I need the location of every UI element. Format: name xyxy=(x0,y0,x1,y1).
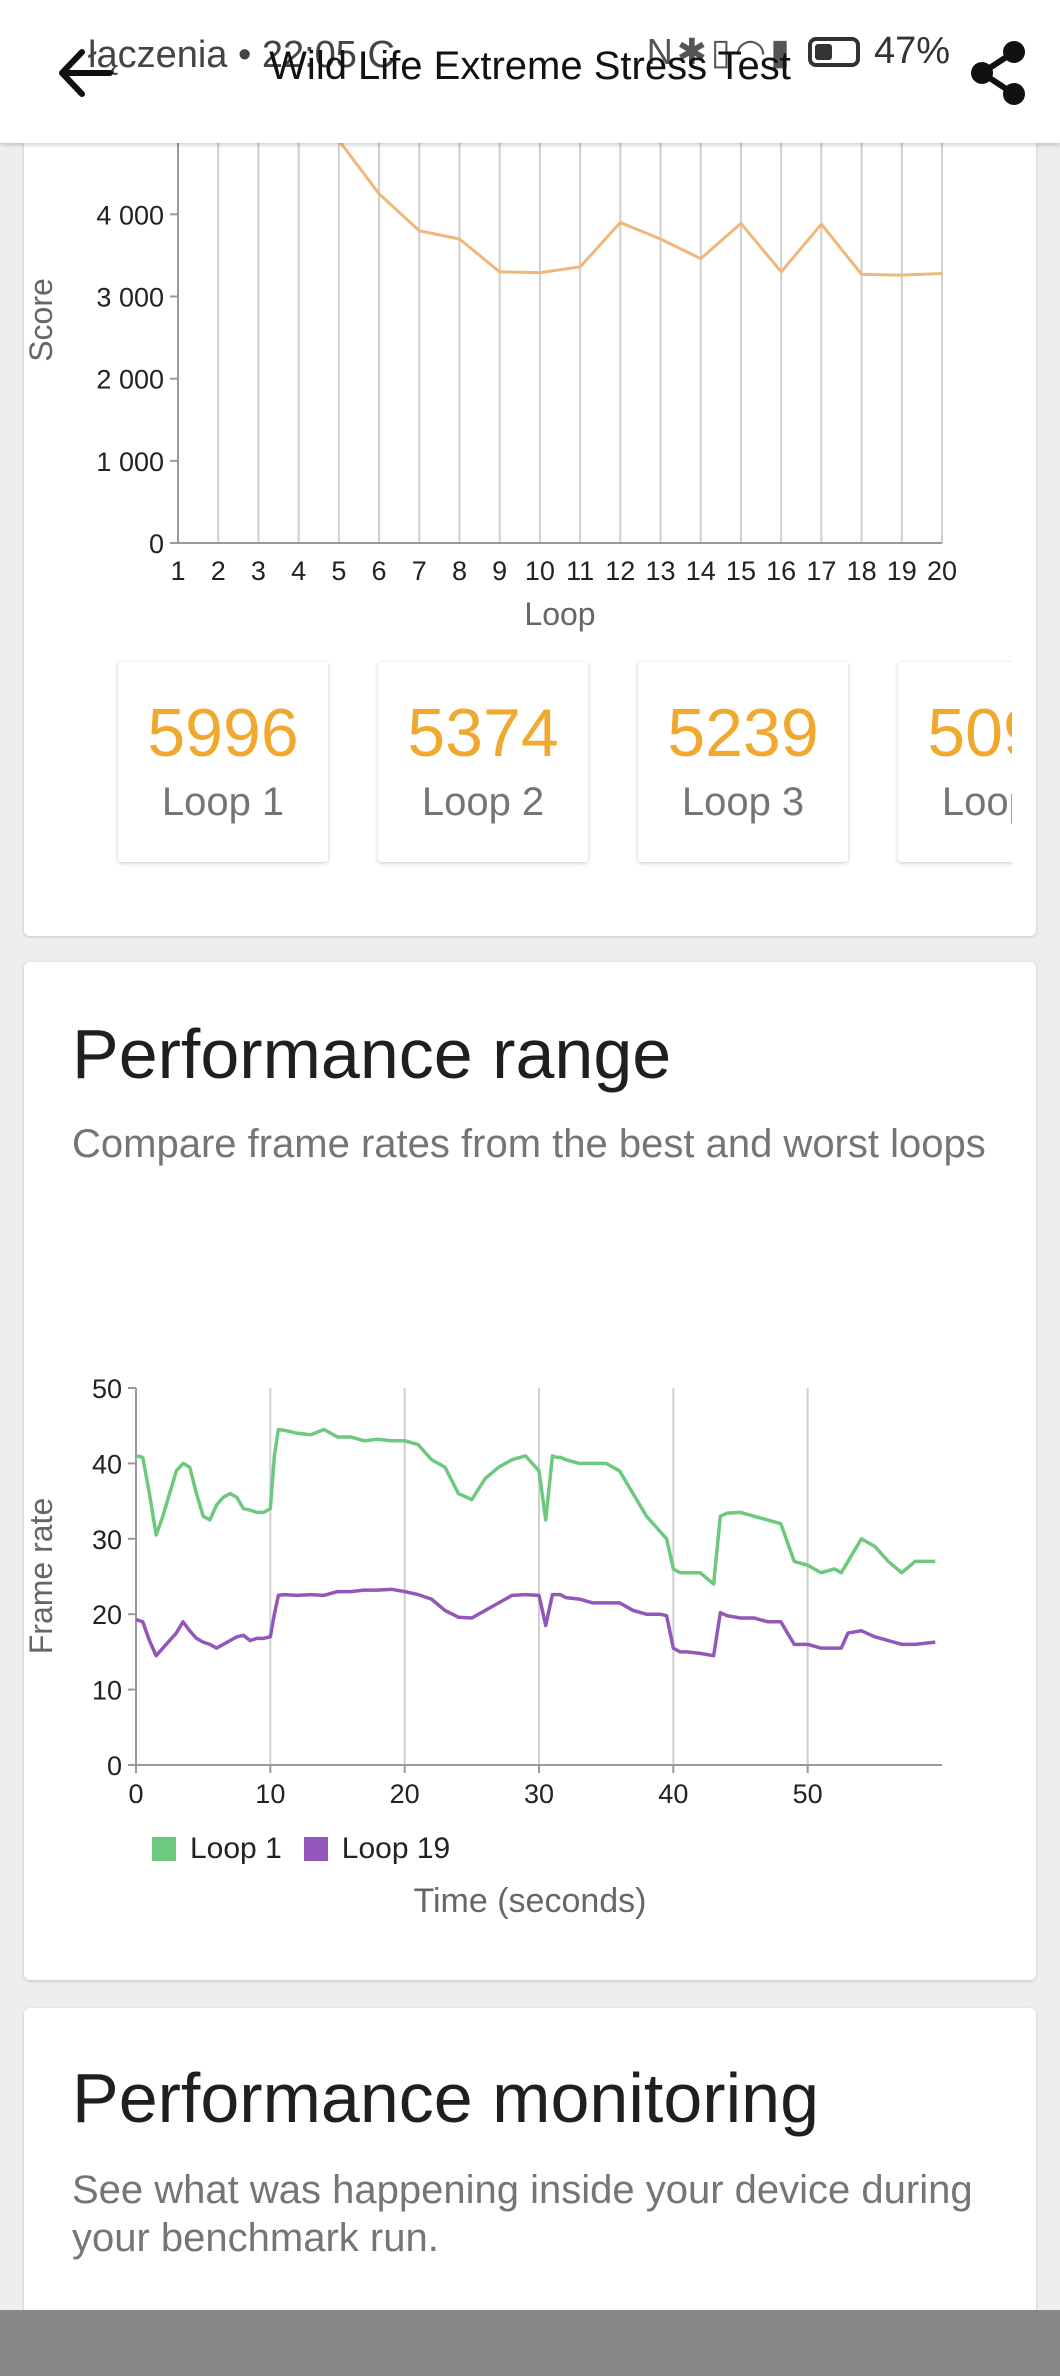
app-bar: łączenia • 22:05 C N✱▯◠▮ 47% Wild Life E… xyxy=(0,0,1060,143)
loop-score-card[interactable]: 5374 Loop 2 xyxy=(378,662,588,862)
x-tick-label: 19 xyxy=(887,556,917,586)
y-tick-label: 2 000 xyxy=(96,365,164,395)
x-tick-label: 20 xyxy=(390,1779,420,1809)
x-tick-label: 3 xyxy=(251,556,266,586)
y-tick-label: 0 xyxy=(149,529,164,559)
sim-icon: ▮ xyxy=(770,30,794,72)
arrow-left-icon[interactable] xyxy=(52,38,122,108)
loop-score-value: 5374 xyxy=(407,695,559,771)
x-tick-label: 16 xyxy=(766,556,796,586)
y-tick-label: 50 xyxy=(92,1374,122,1404)
performance-range-title: Performance range xyxy=(72,1015,672,1093)
y-tick-label: 20 xyxy=(92,1600,122,1630)
battery-percent: 47% xyxy=(873,30,950,72)
y-tick-label: 10 xyxy=(92,1676,122,1706)
y-tick-label: 4 000 xyxy=(96,200,164,230)
x-tick-label: 0 xyxy=(128,1779,143,1809)
legend-swatch xyxy=(152,1837,176,1861)
battery-level xyxy=(814,43,832,60)
loop-score-carousel[interactable]: 5996 Loop 1 5374 Loop 2 5239 Loop 3 5090… xyxy=(94,660,1012,880)
wifi-icon: ◠ xyxy=(734,30,771,72)
x-tick-label: 12 xyxy=(605,556,635,586)
nfc-icon: N xyxy=(646,30,677,72)
system-navigation-bar xyxy=(0,2310,1060,2376)
y-tick-label: 30 xyxy=(92,1525,122,1555)
x-tick-label: 14 xyxy=(686,556,716,586)
bluetooth-icon: ✱ xyxy=(676,30,711,72)
x-tick-label: 18 xyxy=(847,556,877,586)
loop-score-label: Loop 1 xyxy=(161,780,285,824)
status-icons: N✱▯◠▮ 47% xyxy=(647,30,950,73)
loop-score-label: Loop 4 xyxy=(941,780,1012,824)
x-tick-label: 17 xyxy=(806,556,836,586)
loop-score-card[interactable]: 5996 Loop 1 xyxy=(118,662,328,862)
loop-score-value: 5996 xyxy=(147,695,299,771)
x-tick-label: 6 xyxy=(372,556,387,586)
battery-icon xyxy=(807,36,860,67)
loop-score-label: Loop 3 xyxy=(681,780,805,824)
loop-score-value: 5090 xyxy=(927,695,1012,771)
status-glyphs: N✱▯◠▮ xyxy=(647,31,794,73)
frame-rate-line-chart: 0 10 20 30 40 50 0 10 20 30 40 50 Frame rate xyxy=(24,1374,942,1809)
y-tick-label: 1 000 xyxy=(96,447,164,477)
x-tick-label: 40 xyxy=(658,1779,688,1809)
performance-monitoring-subtitle: See what was happening inside your devic… xyxy=(72,2168,973,2260)
performance-monitoring-title: Performance monitoring xyxy=(72,2059,819,2137)
legend-swatch xyxy=(303,1837,328,1861)
loop-score-value: 5239 xyxy=(667,695,819,771)
x-tick-label: 8 xyxy=(452,556,467,586)
performance-range-card: Performance range Compare frame rates fr… xyxy=(24,962,1036,1980)
x-tick-label: 2 xyxy=(211,556,226,586)
x-tick-label: 10 xyxy=(525,556,555,586)
x-tick-label: 9 xyxy=(492,556,507,586)
y-tick-label: 40 xyxy=(92,1449,122,1479)
y-tick-label: 3 000 xyxy=(96,283,164,313)
y-axis-title: Frame rate xyxy=(24,1498,59,1654)
x-tick-label: 10 xyxy=(255,1779,285,1809)
loop-19-series-line xyxy=(135,1587,936,1658)
loop-score-label: Loop 2 xyxy=(421,780,545,824)
legend-label: Loop 1 xyxy=(190,1832,282,1865)
x-axis-title: Time (seconds) xyxy=(413,1882,647,1920)
loop-score-card[interactable]: 5239 Loop 3 xyxy=(638,662,848,862)
share-icon[interactable] xyxy=(966,38,1032,108)
loop-1-series-line xyxy=(135,1427,936,1586)
score-chart-card: 1 2 3 4 5 6 7 8 9 10 11 12 13 14 15 16 17 18 19 20 0 1 000 2 0… xyxy=(24,100,1036,936)
x-tick-label: 1 xyxy=(170,556,185,586)
page-title: Wild Life Extreme Stress Test xyxy=(269,44,791,88)
x-tick-label: 50 xyxy=(793,1779,823,1809)
performance-range-subtitle: Compare frame rates from the best and wo… xyxy=(72,1122,986,1166)
chart-legend: Loop 1 Loop 19 xyxy=(152,1832,472,1866)
x-axis-title: Loop xyxy=(524,596,595,632)
legend-item-loop-19[interactable]: Loop 19 xyxy=(303,1832,451,1866)
loop-score-card[interactable]: 5090 Loop 4 xyxy=(898,662,1012,862)
x-tick-label: 5 xyxy=(331,556,346,586)
x-tick-label: 11 xyxy=(566,556,594,586)
legend-label: Loop 19 xyxy=(341,1832,451,1865)
legend-item-loop-1[interactable]: Loop 1 xyxy=(152,1832,282,1866)
y-tick-label: 0 xyxy=(107,1751,122,1781)
x-tick-label: 13 xyxy=(646,556,676,586)
x-tick-label: 30 xyxy=(524,1779,554,1809)
x-tick-label: 4 xyxy=(291,556,306,586)
x-tick-label: 7 xyxy=(412,556,427,586)
x-tick-label: 15 xyxy=(726,556,756,586)
x-tick-label: 20 xyxy=(927,556,957,586)
vibrate-icon: ▯ xyxy=(710,30,735,72)
y-axis-title: Score xyxy=(24,278,59,362)
status-text: łączenia • 22:05 C xyxy=(88,34,395,76)
